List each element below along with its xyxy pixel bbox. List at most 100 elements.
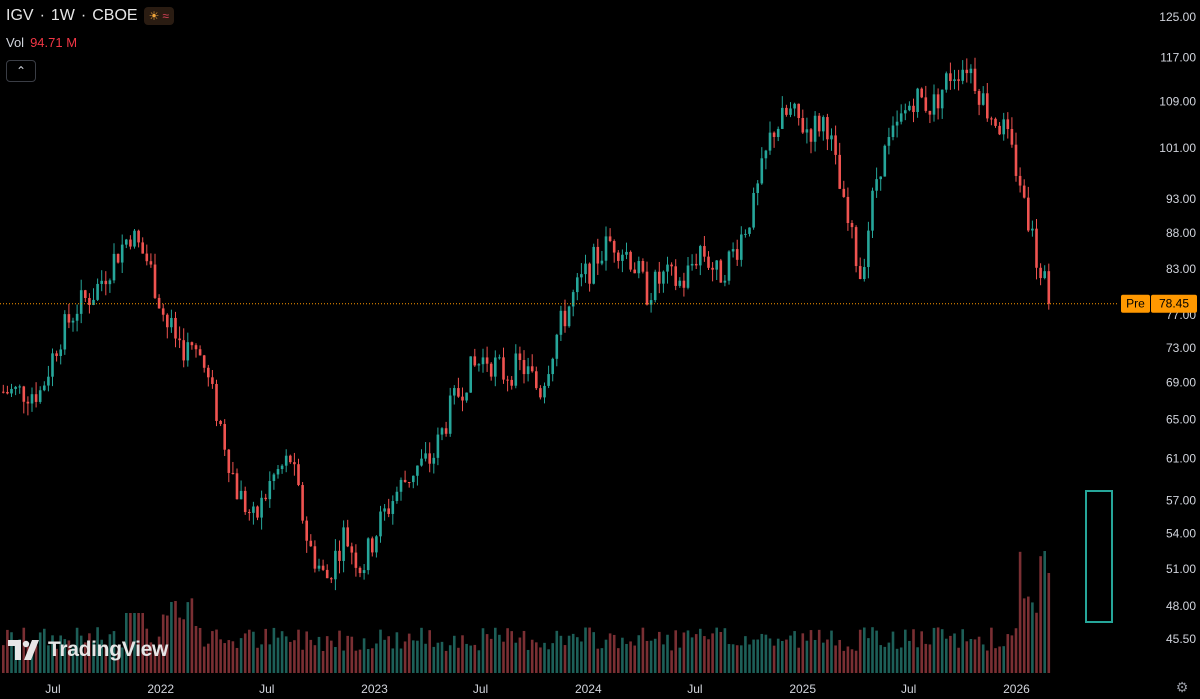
volume-bar bbox=[502, 641, 505, 673]
volume-bar bbox=[994, 648, 997, 673]
volume-bar bbox=[588, 627, 591, 673]
volume-bar bbox=[600, 648, 604, 673]
candle-body bbox=[514, 353, 518, 386]
volume-bar bbox=[477, 650, 481, 673]
candle-body bbox=[711, 267, 714, 270]
candle-body bbox=[567, 306, 571, 327]
candle-body bbox=[592, 246, 595, 284]
volume-bar bbox=[793, 631, 796, 673]
volume-bar bbox=[92, 642, 95, 673]
volume-bar bbox=[137, 613, 140, 673]
settings-gear-icon[interactable]: ⚙ bbox=[1175, 679, 1189, 695]
volume-bar bbox=[629, 641, 632, 673]
volume-spike-box bbox=[1085, 490, 1113, 623]
volume-bar bbox=[895, 648, 899, 673]
candle-body bbox=[473, 356, 477, 366]
volume-bar bbox=[116, 650, 120, 673]
volume-bar bbox=[1039, 556, 1042, 673]
candle-body bbox=[272, 474, 276, 482]
candle-body bbox=[231, 472, 235, 474]
candle-body bbox=[871, 190, 874, 231]
candle-body bbox=[350, 546, 354, 553]
candle-body bbox=[317, 565, 321, 569]
candle-body bbox=[63, 314, 67, 350]
volume-bar bbox=[399, 648, 403, 673]
candle-body bbox=[895, 121, 899, 126]
candle-body bbox=[637, 261, 641, 274]
volume-bar bbox=[871, 627, 874, 673]
volume-bar bbox=[949, 635, 952, 673]
volume-bar bbox=[1002, 646, 1005, 673]
volume-bar bbox=[694, 634, 698, 673]
volume-bar bbox=[120, 647, 124, 673]
volume-bar bbox=[231, 641, 235, 673]
candle-body bbox=[990, 118, 993, 120]
volume-bar bbox=[916, 647, 919, 673]
candle-body bbox=[977, 91, 981, 105]
volume-bar bbox=[342, 650, 345, 673]
time-tick-label: Jul bbox=[259, 682, 274, 696]
candle-body bbox=[59, 349, 62, 356]
volume-bar bbox=[178, 617, 181, 673]
volume-bar bbox=[260, 644, 263, 673]
volume-bar bbox=[711, 633, 714, 673]
interval[interactable]: 1W bbox=[50, 7, 75, 24]
candle-body bbox=[14, 386, 17, 389]
volume-bar bbox=[904, 629, 907, 673]
volume-bar bbox=[805, 640, 809, 673]
candle-body bbox=[485, 357, 489, 364]
volume-bar bbox=[174, 600, 177, 673]
volume-bar bbox=[506, 628, 509, 673]
candle-body bbox=[227, 449, 231, 473]
candle-body bbox=[313, 546, 317, 569]
price-axis: 125.00 117.00 109.00 101.00 93.00 88.00 83.00 7… bbox=[1159, 10, 1196, 646]
volume-bar bbox=[59, 635, 62, 673]
volume-bar bbox=[498, 634, 501, 673]
volume-bar bbox=[580, 641, 583, 673]
candle-body bbox=[412, 475, 415, 483]
volume-bar bbox=[981, 644, 985, 673]
candle-body bbox=[506, 379, 509, 381]
candle-body bbox=[535, 371, 538, 389]
volume-bar bbox=[735, 645, 739, 673]
candle-body bbox=[1027, 197, 1030, 231]
candle-body bbox=[239, 490, 243, 500]
candle-body bbox=[653, 271, 657, 301]
volume-bar bbox=[674, 630, 677, 673]
volume-bar bbox=[211, 631, 214, 673]
volume-bar bbox=[194, 625, 198, 673]
volume-bar bbox=[891, 631, 895, 673]
wave-icon: ≈ bbox=[162, 9, 169, 23]
candle-body bbox=[92, 299, 95, 305]
volume-bar bbox=[186, 602, 190, 673]
candle-body bbox=[198, 349, 202, 356]
volume-bar bbox=[219, 639, 222, 673]
symbol-header[interactable]: IGV · 1W · CBOE ☀ ≈ bbox=[6, 7, 174, 25]
volume-bar bbox=[522, 630, 526, 673]
volume-bar bbox=[473, 644, 477, 673]
volume-bar bbox=[293, 640, 296, 673]
volume-bar bbox=[243, 633, 247, 673]
volume-bar bbox=[428, 630, 431, 673]
collapse-button[interactable]: ⌃ bbox=[6, 60, 36, 82]
candle-body bbox=[453, 388, 456, 396]
candle-body bbox=[207, 367, 210, 378]
price-tick-label: 88.00 bbox=[1166, 226, 1196, 240]
volume-bar bbox=[526, 649, 530, 673]
symbol-name[interactable]: IGV bbox=[6, 7, 34, 24]
candle-body bbox=[88, 297, 91, 305]
candle-body bbox=[428, 453, 431, 464]
candle-body bbox=[465, 392, 468, 401]
price-tick-label: 65.00 bbox=[1166, 412, 1196, 426]
candle-body bbox=[116, 253, 120, 263]
volume-bar bbox=[957, 647, 960, 673]
candle-body bbox=[953, 79, 956, 82]
candle-body bbox=[629, 251, 632, 270]
session-badge[interactable]: ☀ ≈ bbox=[143, 7, 174, 25]
volume-bar bbox=[444, 650, 448, 673]
volume-bar bbox=[965, 641, 969, 673]
candle-body bbox=[961, 69, 964, 81]
candle-body bbox=[235, 473, 239, 500]
volume-bar bbox=[932, 627, 936, 673]
